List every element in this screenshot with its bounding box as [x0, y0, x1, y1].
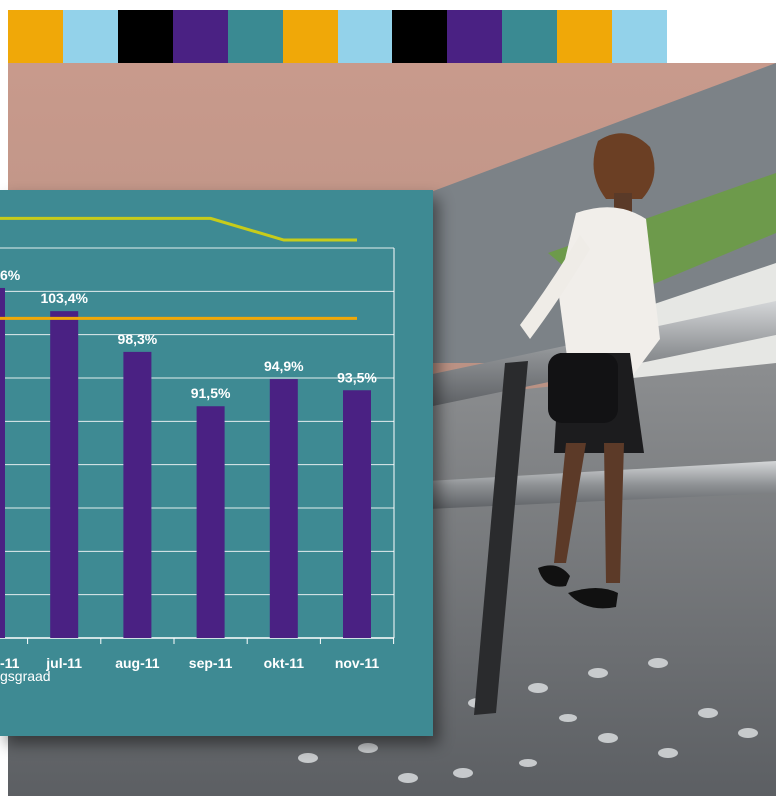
bar-value-labels: 6% 103,4% 98,3% 91,5% 94,9% 93,5%: [0, 267, 377, 401]
legend-label: gsgraad: [0, 668, 51, 684]
bar-value-label-aug-11: 98,3%: [118, 331, 158, 347]
x-tick-label-okt-11: okt-11: [264, 655, 305, 671]
stripe-block-5: [227, 10, 283, 63]
x-tick-label-sep-11: sep-11: [189, 655, 233, 671]
x-axis-ticks: -11 jul-11 aug-11 sep-11 okt-11 nov-11: [0, 655, 379, 671]
stripe-block-9: [447, 10, 503, 63]
stripe-block-6: [282, 10, 338, 63]
reference-lines: [0, 216, 357, 320]
stripe-block-12: [612, 10, 668, 63]
bar-value-label-sep-11: 91,5%: [191, 385, 231, 401]
reference-line-1: [0, 216, 357, 242]
x-tick-label-nov-11: nov-11: [335, 655, 380, 671]
stripe-block-11: [557, 10, 613, 63]
color-stripe: [8, 10, 668, 63]
bar-value-label-nov-11: 93,5%: [337, 369, 377, 385]
bar-value-label-jun-11: 6%: [0, 267, 21, 283]
chart-panel: 6% 103,4% 98,3% 91,5% 94,9% 93,5% -11 jul-11 au…: [0, 190, 433, 736]
stripe-block-3: [117, 10, 173, 63]
stripe-block-8: [392, 10, 448, 63]
stripe-block-1: [8, 10, 63, 63]
x-tick-label-jul-11: jul-11: [45, 655, 82, 671]
bar-nov-11: [343, 390, 371, 638]
bar-jul-11: [50, 311, 79, 638]
stripe-block-7: [337, 10, 393, 63]
bar-value-label-jul-11: 103,4%: [40, 290, 88, 306]
stripe-block-4: [172, 10, 228, 63]
bar-sep-11: [196, 406, 225, 638]
bar-aug-11: [123, 351, 152, 638]
x-tick-label-jun-11: -11: [0, 655, 20, 671]
bars: [0, 287, 371, 638]
bar-value-label-okt-11: 94,9%: [264, 358, 304, 374]
x-tick-label-aug-11: aug-11: [115, 655, 160, 671]
bar-jun-11: [0, 287, 5, 638]
stripe-block-10: [502, 10, 558, 63]
bar-chart: 6% 103,4% 98,3% 91,5% 94,9% 93,5% -11 jul-11 au…: [0, 216, 395, 671]
bar-okt-11: [269, 379, 298, 638]
stripe-block-2: [62, 10, 118, 63]
